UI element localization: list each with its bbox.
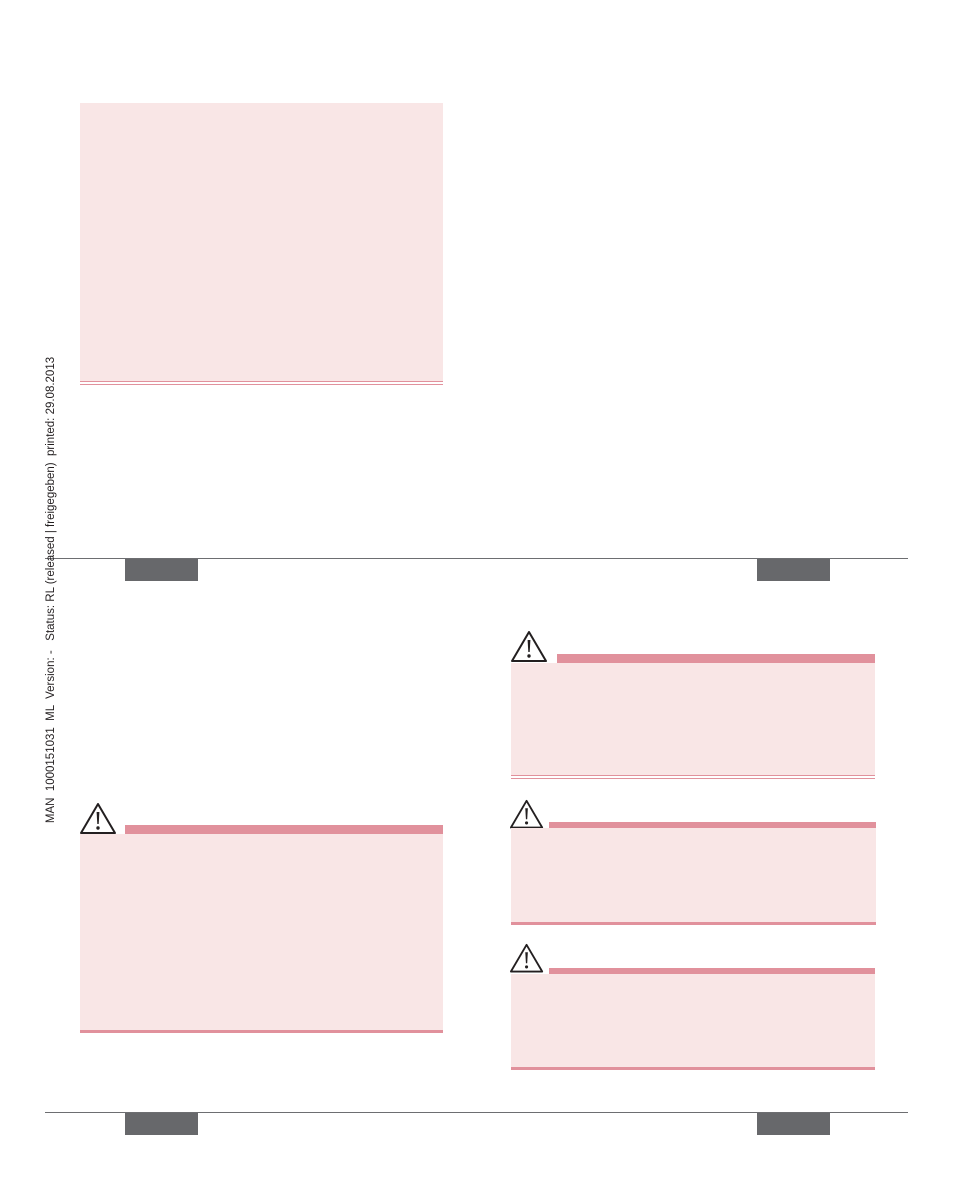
- page-tab: [125, 559, 198, 581]
- box-rule: [80, 1030, 443, 1033]
- warning-bar: [549, 822, 876, 828]
- note-box: [80, 103, 443, 381]
- warning-icon: [511, 631, 547, 662]
- box-rule: [511, 1067, 875, 1070]
- page-tab: [757, 1113, 830, 1135]
- warning-bar: [125, 825, 443, 834]
- side-note: MAN 1000151031 ML Version: - Status: RL …: [45, 357, 57, 823]
- warning-box: [511, 974, 875, 1067]
- warning-bar: [549, 968, 875, 974]
- warning-icon: [509, 943, 544, 973]
- warning-icon: [509, 799, 544, 829]
- warning-box: [80, 834, 443, 1030]
- warning-icon: [80, 803, 116, 834]
- page-tab: [757, 559, 830, 581]
- warning-box: [511, 828, 876, 922]
- page-tab: [125, 1113, 198, 1135]
- warning-box: [511, 663, 875, 775]
- warning-bar: [557, 654, 875, 663]
- box-rule: [511, 922, 876, 925]
